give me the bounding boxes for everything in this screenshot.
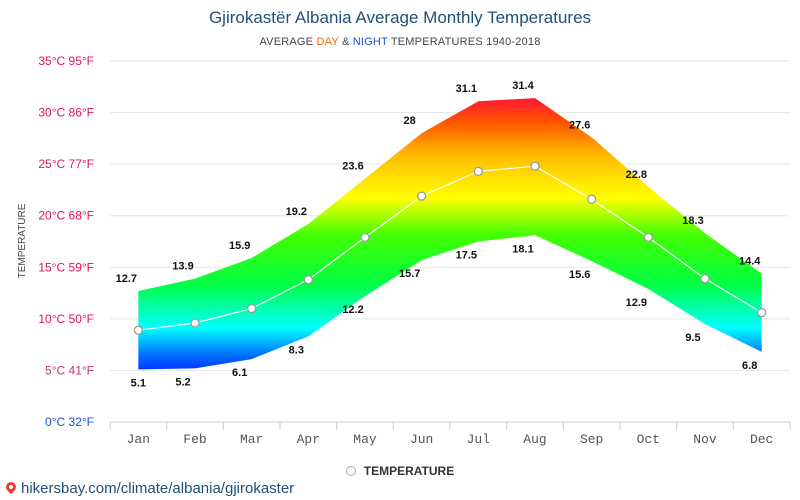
- x-tick-label: Feb: [183, 432, 206, 447]
- y-tick-label: 0°C 32°F: [45, 415, 94, 429]
- day-value-label: 15.9: [229, 240, 250, 252]
- x-tick-label: Sep: [580, 432, 603, 447]
- y-tick-label: 35°C 95°F: [38, 54, 94, 68]
- map-pin-icon: [3, 479, 19, 495]
- subtitle-night: NIGHT: [352, 36, 388, 48]
- night-value-label: 9.5: [685, 332, 700, 344]
- night-value-label: 18.1: [512, 243, 533, 255]
- night-value-label: 6.1: [232, 367, 247, 379]
- night-value-label: 15.6: [569, 269, 590, 281]
- subtitle-prefix: AVERAGE: [259, 36, 317, 48]
- y-tick-labels: 0°C 32°F 5°C 41°F 10°C 50°F 15°C 59°F 20°C 6…: [38, 54, 94, 429]
- x-tick-label: May: [353, 432, 377, 447]
- average-point[interactable]: [417, 191, 427, 201]
- y-tick-label: 15°C 59°F: [38, 260, 94, 274]
- legend-marker-icon: [345, 466, 356, 476]
- day-value-label: 31.1: [456, 83, 477, 95]
- y-tick-label: 30°C 86°F: [38, 106, 94, 120]
- x-tick-label: Jan: [127, 432, 150, 447]
- day-labels: 12.7 13.9 15.9 19.2 23.6 28 31.1 31.4 27.6 22.8 18…: [116, 80, 762, 285]
- y-tick-label: 25°C 77°F: [38, 157, 94, 171]
- subtitle-suffix: TEMPERATURES 1940-2018: [387, 36, 541, 48]
- subtitle-amp: &: [338, 36, 353, 48]
- day-value-label: 31.4: [512, 80, 534, 92]
- day-value-label: 13.9: [172, 261, 193, 273]
- source-text: hikersbay.com/climate/albania/gjirokaste…: [21, 480, 295, 497]
- day-value-label: 22.8: [626, 169, 647, 181]
- legend[interactable]: TEMPERATURE: [0, 464, 800, 478]
- day-value-label: 12.7: [116, 273, 137, 285]
- x-tick-label: Dec: [750, 432, 773, 447]
- x-tick-label: Nov: [693, 432, 717, 447]
- source-link[interactable]: hikersbay.com/climate/albania/gjirokaste…: [3, 479, 295, 497]
- average-point[interactable]: [473, 166, 483, 177]
- day-value-label: 19.2: [286, 206, 307, 218]
- x-tick-label: Jun: [410, 432, 433, 447]
- average-point[interactable]: [700, 273, 710, 284]
- day-value-label: 27.6: [569, 119, 590, 131]
- day-value-label: 18.3: [682, 215, 703, 227]
- average-temperature-line: [138, 165, 762, 331]
- y-tick-label: 10°C 50°F: [38, 312, 94, 326]
- chart-subtitle: AVERAGE DAY & NIGHT TEMPERATURES 1940-20…: [0, 36, 800, 48]
- night-value-label: 8.3: [289, 344, 304, 356]
- average-point[interactable]: [303, 275, 313, 285]
- night-labels: 5.1 5.2 6.1 8.3 12.2 15.7 17.5 18.1 15.6 12.9 9.5 6…: [131, 243, 758, 389]
- x-tick-label: Apr: [297, 432, 320, 447]
- average-point[interactable]: [190, 318, 200, 328]
- night-value-label: 5.1: [131, 377, 146, 389]
- average-point[interactable]: [133, 325, 143, 335]
- average-point[interactable]: [247, 303, 257, 314]
- day-value-label: 14.4: [739, 255, 761, 267]
- x-tick-label: Oct: [637, 432, 660, 447]
- average-point[interactable]: [643, 232, 653, 243]
- day-value-label: 28: [404, 115, 416, 127]
- y-tick-label: 5°C 41°F: [45, 363, 94, 377]
- average-point[interactable]: [360, 232, 370, 243]
- day-value-label: 23.6: [342, 161, 363, 173]
- subtitle-day: DAY: [316, 36, 339, 48]
- y-axis-label: TEMPERATURE: [17, 203, 28, 278]
- night-value-label: 12.9: [626, 297, 647, 309]
- x-axis: Jan Feb Mar Apr May Jun Jul Aug Sep Oct Nov Dec: [109, 422, 791, 447]
- temperature-band: [138, 98, 762, 370]
- chart-title: Gjirokastër Albania Average Monthly Temp…: [208, 8, 592, 27]
- x-tick-label: Jul: [467, 432, 491, 447]
- night-value-label: 15.7: [399, 268, 420, 280]
- y-tick-label: 20°C 68°F: [38, 209, 94, 223]
- average-points: [133, 161, 767, 335]
- average-point[interactable]: [757, 308, 767, 318]
- average-point[interactable]: [530, 161, 540, 171]
- night-value-label: 12.2: [342, 304, 363, 316]
- night-value-label: 17.5: [456, 250, 477, 262]
- x-tick-label: Mar: [240, 432, 263, 447]
- average-point[interactable]: [587, 194, 597, 204]
- x-tick-label: Aug: [523, 432, 546, 447]
- night-value-label: 5.2: [175, 376, 190, 388]
- legend-label: TEMPERATURE: [363, 464, 455, 478]
- night-value-label: 6.8: [742, 360, 757, 372]
